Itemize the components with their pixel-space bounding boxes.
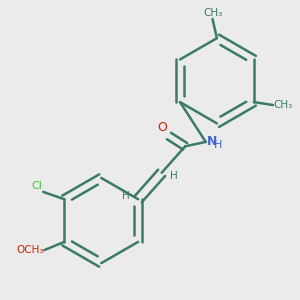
Text: N: N	[207, 134, 217, 148]
Text: H: H	[214, 140, 222, 150]
Text: H: H	[170, 171, 178, 181]
Text: OCH₃: OCH₃	[16, 245, 44, 255]
Text: Cl: Cl	[32, 181, 42, 191]
Text: CH₃: CH₃	[203, 8, 222, 18]
Text: CH₃: CH₃	[274, 100, 293, 110]
Text: H: H	[122, 191, 129, 201]
Text: O: O	[157, 121, 167, 134]
